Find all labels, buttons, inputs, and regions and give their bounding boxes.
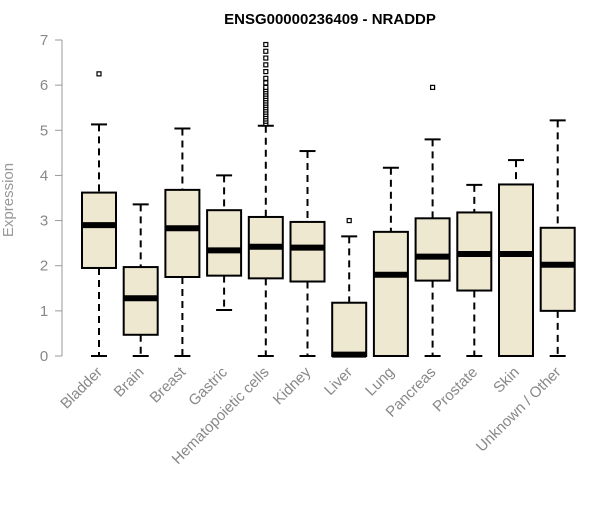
x-tick-label: Prostate — [430, 364, 482, 416]
x-tick-label: Breast — [147, 363, 190, 406]
box-body — [498, 183, 534, 357]
box-6 — [331, 217, 368, 358]
box-10 — [498, 159, 534, 357]
y-tick-label: 1 — [40, 303, 48, 320]
outlier-point — [263, 55, 269, 61]
outlier-point — [263, 68, 269, 75]
y-axis: 0 1 2 3 4 5 6 7 — [40, 32, 63, 365]
outlier-point — [263, 62, 269, 68]
box-7 — [372, 166, 409, 358]
outlier-point — [263, 75, 269, 81]
outlier-point — [263, 48, 269, 54]
outlier-point — [263, 84, 269, 91]
box-3 — [206, 174, 243, 311]
x-tick-label: Lung — [362, 364, 398, 400]
x-tick-label: Kidney — [270, 363, 315, 408]
box-body — [372, 230, 409, 358]
outlier-point — [263, 80, 269, 86]
box-8 — [414, 84, 451, 357]
box-4 — [247, 41, 284, 357]
outlier-point — [346, 217, 352, 224]
box-body — [539, 226, 576, 312]
box-body — [81, 191, 117, 269]
box-body — [331, 301, 368, 357]
x-tick-label: Liver — [321, 364, 356, 399]
box-11 — [539, 119, 576, 357]
box-body — [164, 188, 201, 278]
outlier-point — [96, 71, 102, 77]
box-0 — [81, 71, 117, 357]
box-1 — [122, 203, 159, 357]
box-body — [414, 217, 451, 282]
y-tick-label: 7 — [40, 32, 48, 49]
y-tick-label: 3 — [40, 213, 48, 230]
y-tick-label: 6 — [40, 77, 48, 94]
x-tick-label: Bladder — [57, 364, 106, 413]
box-body — [206, 209, 243, 277]
box-9 — [456, 183, 493, 357]
box-body — [289, 220, 326, 283]
outlier-point — [430, 84, 436, 91]
y-axis-label: Expression — [0, 163, 17, 237]
x-tick-label: Skin — [490, 364, 523, 397]
box-5 — [289, 150, 326, 357]
y-tick-label: 5 — [40, 122, 48, 139]
y-tick-label: 4 — [40, 167, 48, 184]
chart-title: ENSG00000236409 - NRADDP — [224, 11, 436, 28]
y-tick-label: 2 — [40, 258, 48, 275]
plot-area — [81, 41, 576, 358]
x-tick-label: Brain — [111, 364, 148, 401]
outlier-point — [263, 41, 269, 48]
y-tick-label: 0 — [40, 348, 48, 365]
box-2 — [164, 127, 201, 357]
